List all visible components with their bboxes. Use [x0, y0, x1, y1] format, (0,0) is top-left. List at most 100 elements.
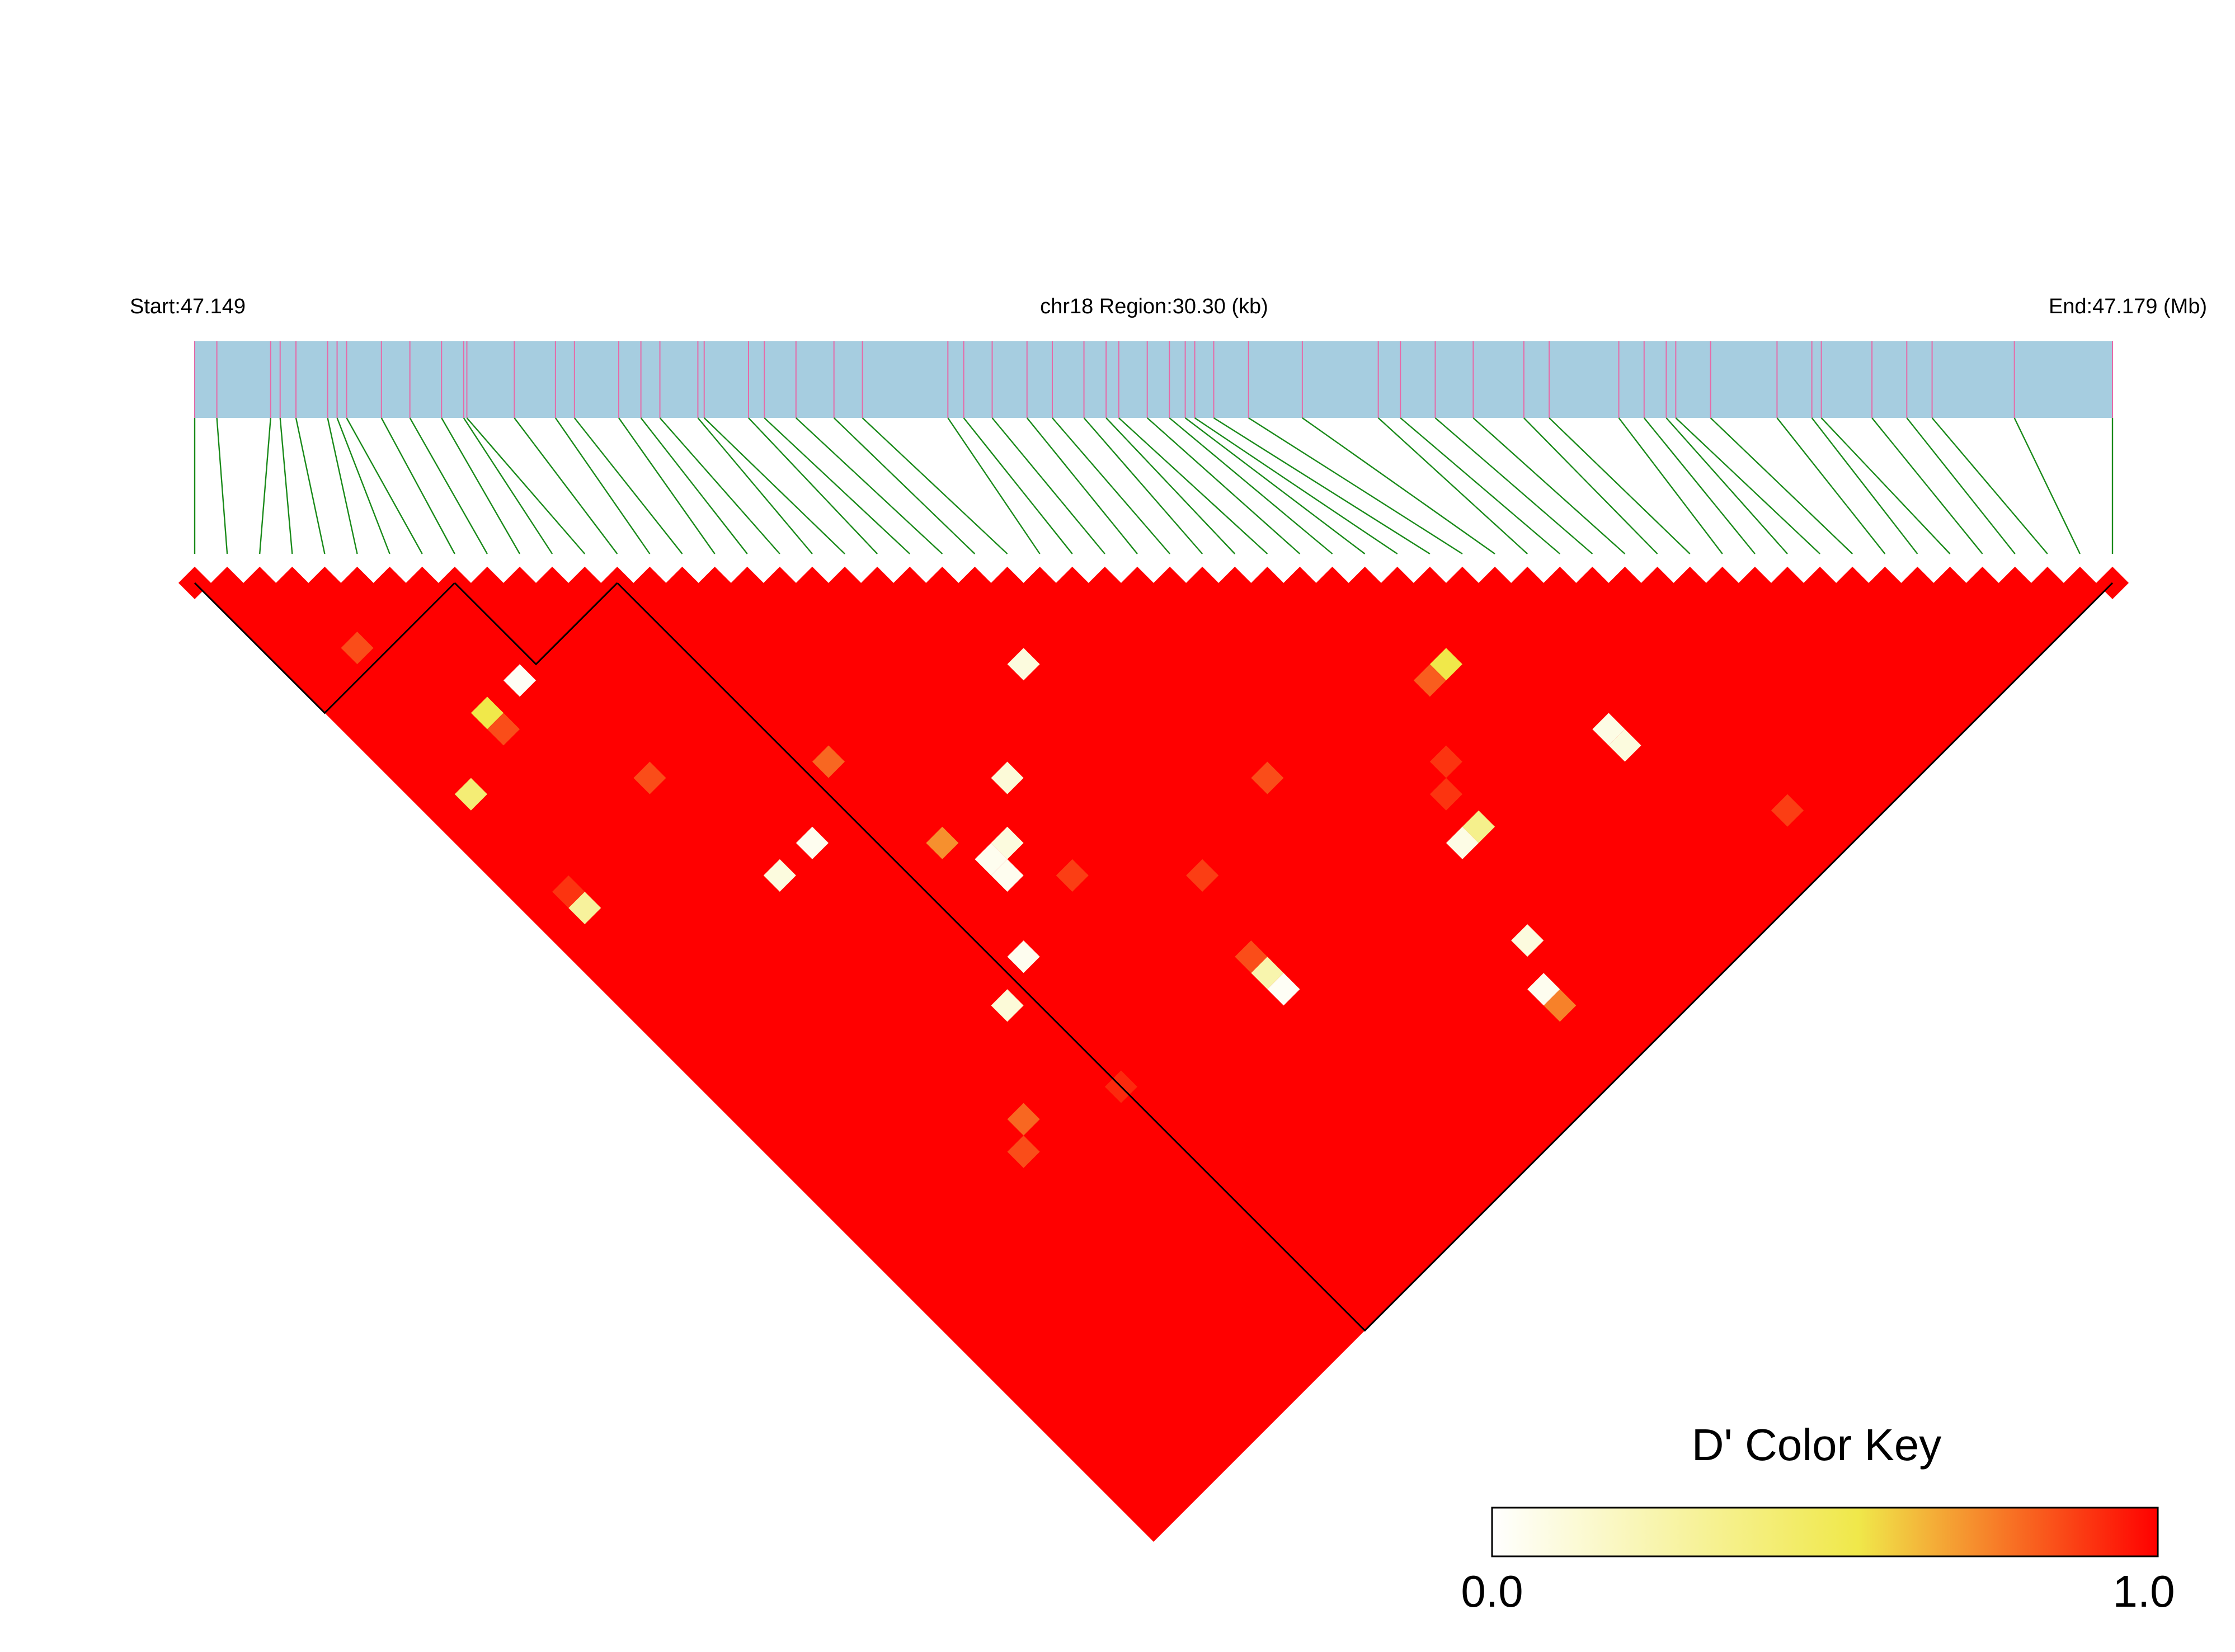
ld-matrix-base	[195, 583, 2112, 1542]
snp-connector	[1434, 417, 1593, 554]
ld-cell	[1007, 1135, 1040, 1168]
ld-cell	[991, 989, 1024, 1022]
snp-connector	[1026, 417, 1138, 554]
snp-connector	[1118, 417, 1268, 554]
snp-diamond	[1641, 566, 1674, 600]
snp-connector	[1194, 417, 1398, 554]
snp-diamond	[568, 566, 601, 600]
snp-diamond	[1511, 566, 1544, 600]
ld-cell	[1592, 713, 1625, 746]
snp-diamond	[1121, 566, 1154, 600]
ld-cell	[1771, 794, 1804, 827]
snp-connector	[1146, 417, 1301, 554]
snp-connector	[1052, 417, 1170, 554]
snp-connector	[1618, 417, 1723, 554]
snp-connector	[1248, 417, 1463, 555]
color-key: D' Color Key 0.0 1.0	[1461, 1420, 2175, 1616]
snp-connector	[466, 417, 586, 554]
ld-cell	[1251, 761, 1284, 794]
snp-diamond	[1966, 566, 1999, 600]
snp-connector	[346, 417, 423, 554]
end-label: End:47.179 (Mb)	[2049, 295, 2207, 318]
snp-diamond	[1836, 566, 1869, 600]
ld-cell	[812, 745, 845, 778]
snp-connector	[640, 417, 748, 554]
snp-connector	[1710, 417, 1853, 554]
snp-connector	[1811, 417, 1918, 554]
snp-connector	[1820, 417, 1951, 554]
ld-cell	[1446, 826, 1479, 859]
snp-connector	[1871, 417, 1983, 554]
ld-cell	[1462, 810, 1495, 843]
snp-diamond	[211, 566, 244, 600]
snp-diamond	[308, 566, 341, 600]
ld-cell	[1511, 924, 1544, 957]
snp-diamond	[893, 566, 926, 600]
start-label: Start:47.149	[130, 295, 246, 318]
snp-diamond	[1251, 566, 1284, 600]
snp-connector	[748, 417, 878, 554]
haplotype-block-outline	[194, 582, 455, 714]
ld-cell	[991, 761, 1024, 794]
ld-cell	[552, 875, 585, 909]
ld-cell	[1429, 745, 1462, 778]
snp-connector	[795, 417, 943, 554]
snp-diamond	[1576, 566, 1609, 600]
ld-cell	[568, 891, 601, 925]
ld-cell	[1007, 940, 1040, 973]
ld-cell	[1235, 940, 1268, 973]
ld-cell	[1413, 664, 1446, 697]
snp-diamond	[1544, 566, 1577, 600]
snp-connector	[659, 417, 780, 554]
ld-cell	[454, 778, 487, 811]
snp-connector	[216, 417, 228, 554]
snp-connectors	[194, 417, 2114, 555]
ld-cell	[1429, 778, 1462, 811]
snp-diamond	[1933, 566, 1966, 600]
snp-diamond	[470, 566, 504, 600]
snp-diamond	[1283, 566, 1316, 600]
snp-diamond	[828, 566, 862, 600]
haplotype-block-outline	[617, 582, 2114, 1332]
snp-connector	[1169, 417, 1333, 554]
ld-cell	[341, 632, 374, 665]
snp-diamond	[633, 566, 666, 600]
ld-cell	[991, 859, 1024, 892]
snp-connector	[1523, 417, 1658, 554]
color-key-title: D' Color Key	[1692, 1420, 1942, 1470]
snp-connector	[1665, 417, 1788, 554]
snp-connector	[336, 417, 390, 554]
snp-diamond	[796, 566, 829, 600]
snp-diamond	[1348, 566, 1381, 600]
ld-cell	[1186, 859, 1219, 892]
snp-diamond	[1088, 566, 1121, 600]
snp-connector	[1643, 417, 1756, 554]
snp-connector	[764, 417, 911, 554]
snp-connector	[573, 417, 683, 554]
snp-diamond	[1901, 566, 1934, 600]
snp-connector	[463, 417, 553, 554]
snp-diamond	[373, 566, 406, 600]
snp-connector	[259, 417, 271, 554]
color-key-min-label: 0.0	[1461, 1566, 1523, 1616]
snp-diamond	[926, 566, 959, 600]
snp-diamond	[1998, 566, 2031, 600]
snp-diamond	[1413, 566, 1446, 600]
snp-diamond	[243, 566, 276, 600]
snp-connector	[963, 417, 1073, 554]
snp-diamond	[861, 566, 894, 600]
snp-diamond	[536, 566, 569, 600]
snp-diamond	[1154, 566, 1187, 600]
snp-diamond	[1673, 566, 1706, 600]
snp-connector	[1377, 417, 1528, 554]
snp-diamond	[1316, 566, 1349, 600]
snp-diamond	[1479, 566, 1512, 600]
snp-connector	[833, 417, 976, 554]
snp-connector	[618, 417, 716, 554]
snp-ticks	[194, 341, 2113, 418]
snp-connector	[409, 417, 488, 554]
snp-connector	[1213, 417, 1431, 555]
ld-cell	[470, 696, 504, 729]
snp-diamond	[2063, 566, 2096, 600]
